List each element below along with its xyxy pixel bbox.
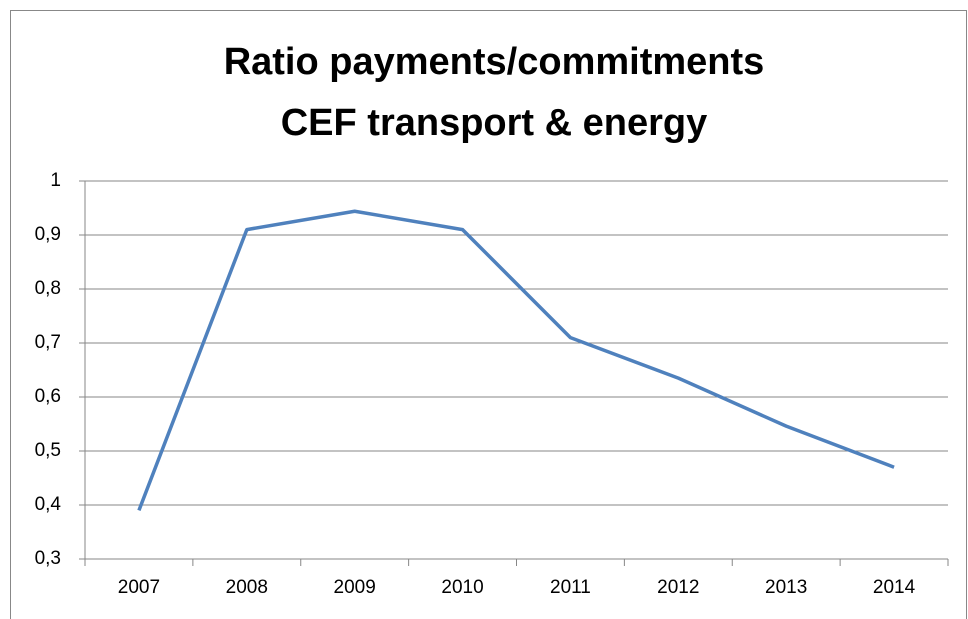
y-tick-label: 1 — [50, 170, 61, 191]
x-tick-label: 2011 — [550, 577, 591, 598]
y-tick-label: 0,6 — [35, 386, 61, 407]
y-tick-label: 0,4 — [35, 494, 62, 515]
x-tick-label: 2007 — [118, 577, 160, 598]
x-tick-label: 2009 — [334, 577, 376, 598]
data-line — [137, 209, 895, 512]
x-tick-label: 2013 — [765, 577, 807, 598]
y-tick-label: 0,7 — [35, 332, 61, 353]
chart-title: Ratio payments/commitments — [224, 41, 765, 83]
y-tick-label: 0,9 — [35, 224, 61, 245]
y-tick-label: 0,3 — [35, 548, 61, 569]
y-tick-label: 0,5 — [35, 440, 61, 461]
x-tick-label: 2012 — [657, 577, 699, 598]
x-tick-label: 2010 — [441, 577, 483, 598]
chart-title: CEF transport & energy — [281, 102, 708, 144]
chart-frame — [10, 10, 967, 619]
y-tick-label: 0,8 — [35, 278, 61, 299]
x-tick-label: 2014 — [873, 577, 916, 598]
x-tick-label: 2008 — [226, 577, 268, 598]
